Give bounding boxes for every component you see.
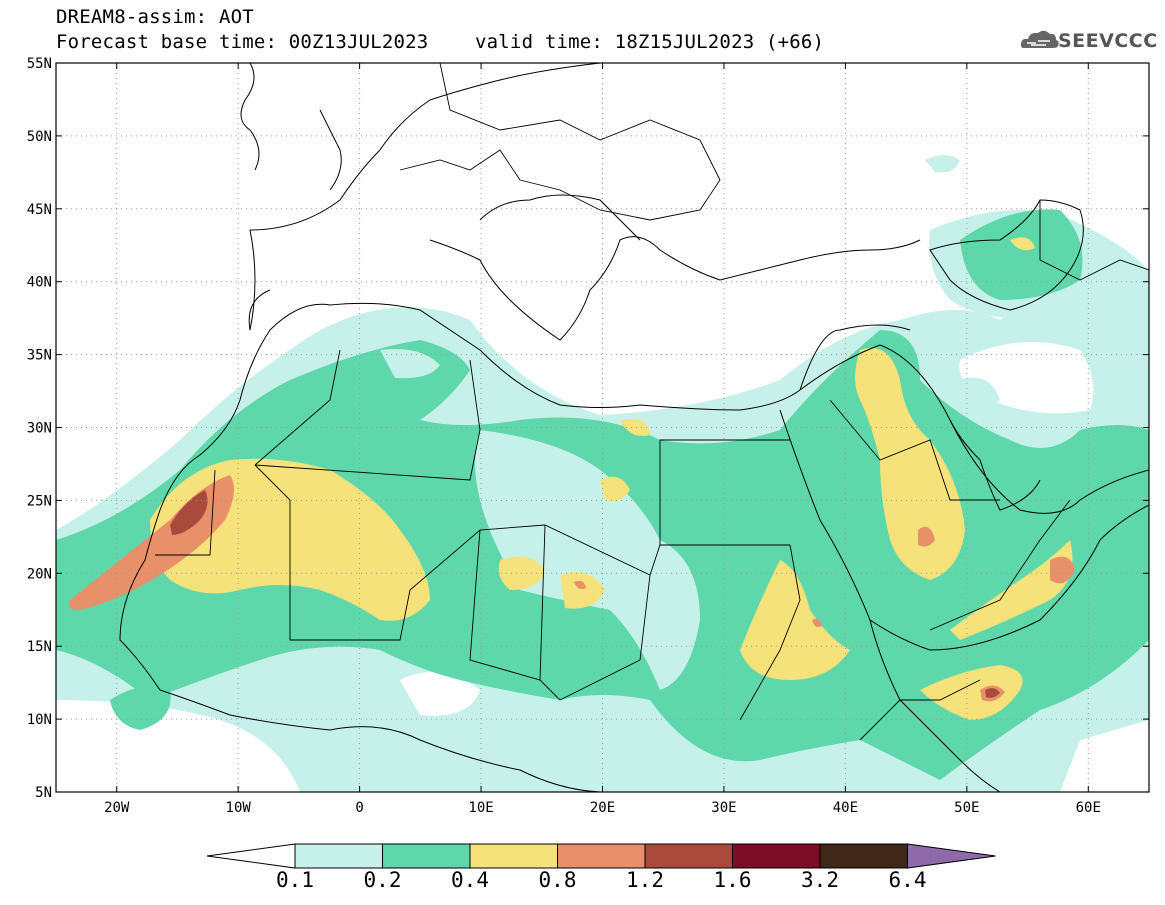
map-title: DREAM8-assim: AOT <box>56 6 254 28</box>
colorbar-tick-label: 6.4 <box>888 868 927 892</box>
lat-label: 30N <box>27 421 52 437</box>
colorbar-swatch <box>644 843 733 869</box>
colorbar-tick-label: 0.4 <box>451 868 489 892</box>
colorbar-swatch <box>469 843 558 869</box>
colorbar-tick-label: 0.1 <box>276 868 314 892</box>
colorbar-under-triangle <box>206 843 296 869</box>
lon-label: 20E <box>590 800 615 816</box>
borders <box>155 63 1149 741</box>
lon-label: 30E <box>711 800 736 816</box>
colorbar-over-triangle <box>907 843 996 869</box>
aot-fields <box>56 155 1149 792</box>
lat-label: 25N <box>27 493 52 509</box>
lat-label: 5N <box>35 785 52 801</box>
lat-label: 15N <box>27 639 52 655</box>
colorbar <box>206 843 996 869</box>
lat-axis: 55N 50N 45N 40N 35N 30N 25N 20N 15N 10N 5N <box>27 56 1149 801</box>
colorbar-swatch <box>557 843 646 869</box>
lat-label: 55N <box>27 56 52 72</box>
lon-label: 10W <box>226 800 252 816</box>
lat-label: 50N <box>27 129 52 145</box>
base-time-label: Forecast base time: 00Z13JUL2023 <box>56 31 429 53</box>
colorbar-swatch <box>294 843 383 869</box>
lon-axis: 20W 10W 0 10E 20E 30E 40E 50E 60E <box>104 63 1101 816</box>
colorbar-swatch <box>819 843 908 869</box>
lat-label: 20N <box>27 566 52 582</box>
colorbar-tick-label: 0.2 <box>363 868 402 892</box>
lon-label: 0 <box>355 800 363 816</box>
lon-label: 10E <box>468 800 493 816</box>
colorbar-tick-label: 1.6 <box>713 868 752 892</box>
colorbar-swatch <box>382 843 471 869</box>
lat-label: 35N <box>27 348 52 364</box>
colorbar-tick-label: 3.2 <box>801 868 839 892</box>
colorbar-swatch <box>732 843 821 869</box>
lat-label: 40N <box>27 275 52 291</box>
logo-text: SEEVCCC <box>1058 30 1158 52</box>
lat-label: 10N <box>27 712 52 728</box>
lon-label: 40E <box>833 800 858 816</box>
lat-label: 45N <box>27 202 52 218</box>
map-subtitle: Forecast base time: 00Z13JUL2023 valid t… <box>56 31 824 53</box>
lon-label: 50E <box>954 800 979 816</box>
lon-label: 60E <box>1076 800 1101 816</box>
valid-time-label: valid time: 18Z15JUL2023 (+66) <box>475 31 825 53</box>
cloud-icon <box>1020 30 1059 48</box>
colorbar-tick-label: 0.8 <box>538 868 577 892</box>
lon-label: 20W <box>104 800 130 816</box>
aot-band-1.2 <box>170 490 1000 698</box>
colorbar-tick-label: 1.2 <box>626 868 664 892</box>
coastlines <box>119 63 1149 792</box>
